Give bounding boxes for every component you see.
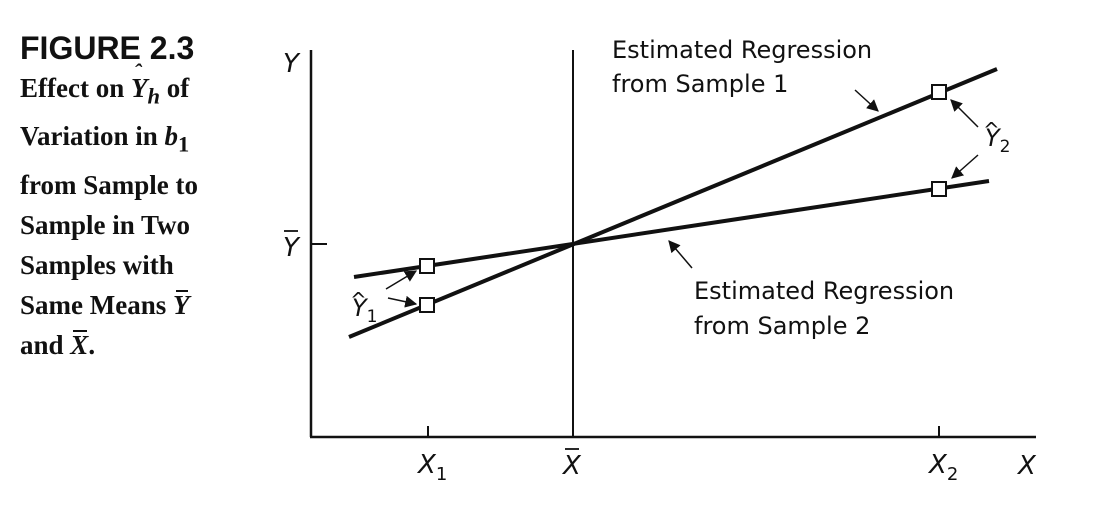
figure-caption: FIGURE 2.3 Effect on Yh of Variation in …: [20, 28, 270, 365]
caption-symbol-xbar: X: [70, 325, 88, 365]
y-axis-label: Y: [283, 49, 301, 79]
yhat1-label: ^ Y1: [350, 288, 378, 327]
x-axis-label: X: [1016, 451, 1037, 481]
yhat2-arrow-lower: [951, 154, 979, 179]
yhat2-text: Y2: [985, 124, 1011, 157]
yhat1-arrow-upper: [385, 270, 418, 290]
caption-symbol-ybar: Y: [173, 285, 189, 325]
xbar-tick-label: X: [561, 448, 582, 481]
sample-2-pointer-arrow: [668, 240, 693, 269]
caption-line-5: Samples with: [20, 249, 174, 280]
regression-line-sample-1: [348, 67, 998, 339]
caption-text: .: [88, 329, 96, 360]
svg-text:^: ^: [983, 118, 1000, 142]
yhat2-marker-sample-1: [931, 84, 947, 100]
caption-text: of: [159, 73, 190, 103]
yhat2-marker-sample-2: [931, 181, 947, 197]
sample-1-pointer-arrow: [854, 89, 879, 112]
caption-text: Variation in: [20, 121, 165, 152]
sample-2-label-line-1: Estimated Regression: [694, 277, 954, 305]
yhat1-marker-sample-1: [419, 297, 435, 313]
ybar-label-text: Y: [283, 233, 301, 263]
sample-2-label-line-2: from Sample 2: [694, 312, 870, 340]
yhat1-marker-sample-2: [419, 258, 435, 274]
sample-1-label-line-2: from Sample 1: [612, 70, 788, 98]
caption-subscript-h: h: [147, 83, 160, 109]
caption-line-2: Variation in b1: [20, 116, 270, 164]
yhat1-arrow-lower: [387, 295, 418, 308]
caption-line-4: Sample in Two: [20, 209, 191, 240]
caption-text: Effect on: [20, 73, 131, 103]
ybar-tick-label: Y: [283, 230, 301, 263]
caption-line-7: and X.: [20, 325, 270, 365]
xbar-label-text: X: [561, 451, 582, 481]
svg-text:^: ^: [350, 288, 367, 312]
caption-symbol-yhat: Y: [131, 52, 148, 108]
caption-text: and: [20, 329, 71, 360]
caption-text: Same Means: [20, 289, 173, 320]
sample-1-label-line-1: Estimated Regression: [612, 36, 872, 64]
figure-label: FIGURE 2.3: [20, 30, 195, 66]
yhat2-label: ^ Y2: [983, 118, 1011, 157]
yhat1-text: Y1: [352, 294, 378, 327]
caption-line-3: from Sample to: [20, 169, 198, 200]
x2-tick-label: X2: [927, 450, 958, 485]
x1-tick-label: X1: [416, 450, 447, 485]
caption-symbol-b: b: [164, 121, 179, 152]
caption-subscript-1: 1: [178, 131, 190, 157]
caption-line-1: Effect on Yh of: [20, 52, 270, 116]
regression-line-sample-2: [353, 179, 990, 279]
yhat2-arrow-upper: [950, 99, 979, 128]
caption-line-6: Same Means Y: [20, 285, 270, 325]
